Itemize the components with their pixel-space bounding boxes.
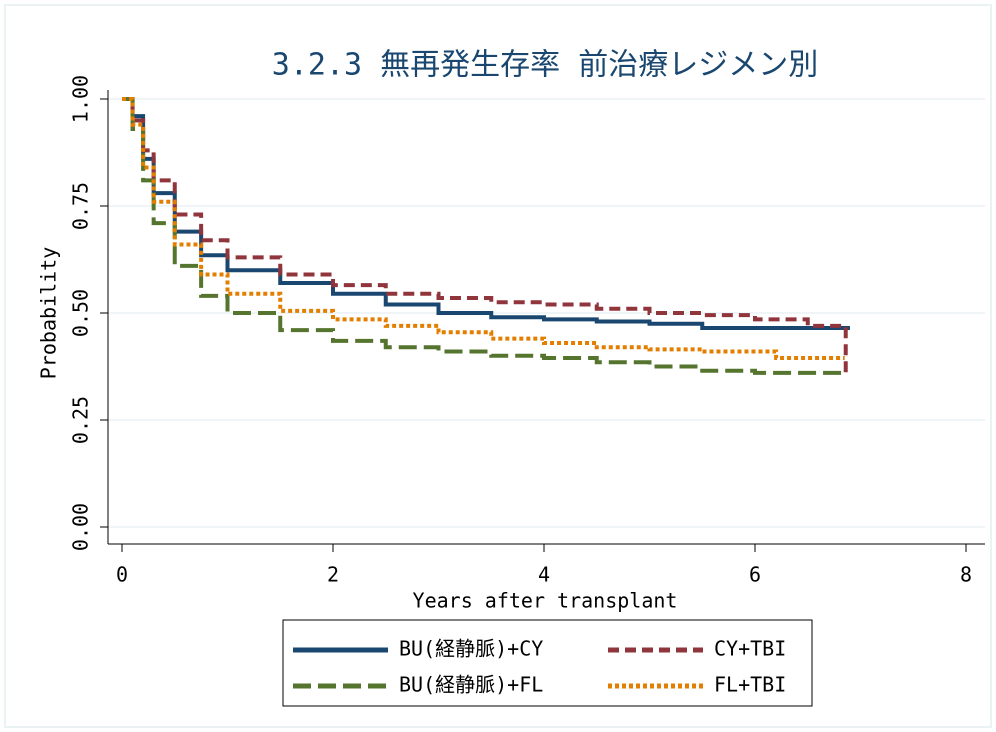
y-tick-label: 0.50	[69, 289, 93, 337]
x-axis-label: Years after transplant	[413, 589, 678, 613]
y-tick-label: 1.00	[69, 75, 93, 123]
legend-label: BU(経静脈)+CY	[399, 637, 543, 661]
y-axis-label: Probability	[37, 247, 61, 379]
survival-curve	[122, 97, 845, 375]
y-tick-label: 0.25	[69, 396, 93, 444]
legend-label: CY+TBI	[714, 637, 786, 661]
survival-curve	[122, 97, 848, 378]
x-tick-label: 0	[116, 563, 128, 587]
x-tick-label: 8	[960, 563, 972, 587]
legend-box	[282, 619, 813, 707]
x-tick-label: 6	[749, 563, 761, 587]
x-tick-label: 4	[538, 563, 550, 587]
y-tick-label: 0.00	[69, 503, 93, 551]
legend-label: BU(経静脈)+FL	[399, 673, 543, 697]
legend-label: FL+TBI	[714, 673, 786, 697]
y-tick-label: 0.75	[69, 182, 93, 230]
chart-title: 3.2.3 無再発生存率 前治療レジメン別	[272, 48, 818, 83]
x-tick-label: 2	[327, 563, 339, 587]
chart-frame	[4, 4, 992, 728]
survival-curve	[122, 97, 845, 360]
